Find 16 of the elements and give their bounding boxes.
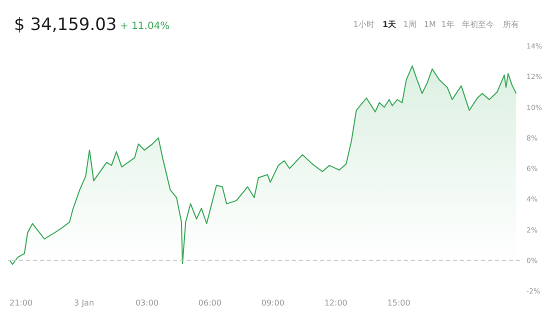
x-tick-label: 3 Jan (74, 298, 94, 308)
x-tick-label: 21:00 (10, 298, 33, 308)
x-tick-label: 09:00 (261, 298, 284, 308)
x-tick-label: 15:00 (387, 298, 410, 308)
chart-title: $ 34,159.03 (14, 15, 117, 35)
text: 年初至今 (462, 20, 494, 29)
x-tick-label: 03:00 (135, 298, 159, 308)
x-tick-label: 12:00 (324, 298, 348, 308)
x-tick-label: 06:00 (198, 298, 222, 308)
chart-subtitle: + 11.04% (120, 21, 170, 32)
text: 所有 (503, 20, 519, 29)
text: 1M (424, 20, 436, 29)
text: 1周 (403, 20, 416, 29)
text: 1小时 (353, 20, 374, 29)
text: 1年 (441, 20, 454, 29)
text: 1天 (382, 20, 398, 29)
